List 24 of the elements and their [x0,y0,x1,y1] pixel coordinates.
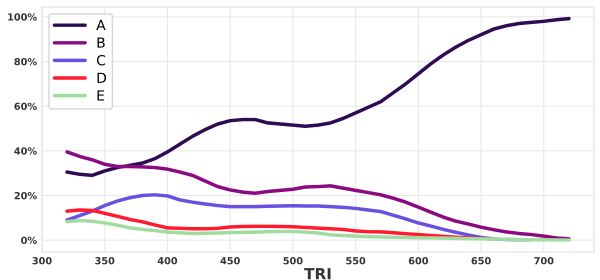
x-tick-label: 350 [95,257,114,264]
y-tick-label: 0% [21,236,37,244]
legend-label: E [98,90,104,100]
x-tick-label: 400 [158,257,178,264]
legend-label: B [98,38,105,48]
y-tick-label: 20% [14,192,37,200]
y-tick-label: 40% [14,147,37,155]
x-tick-label: 650 [472,257,491,264]
legend-label: D [98,72,106,83]
x-tick-label: 600 [408,257,428,264]
x-tick-label: 700 [534,257,554,264]
line-series [65,16,571,178]
y-tick-label: 60% [14,102,37,110]
legend-label: A [96,20,106,30]
line-series [65,218,571,242]
line-series [65,150,571,241]
x-tick-label: 550 [346,257,366,264]
x-tick-label: 500 [284,257,303,264]
y-tick-label: 100% [8,13,37,21]
x-tick-label: 450 [220,257,240,264]
x-tick-label: 300 [32,257,52,264]
y-tick-label: 80% [14,58,37,66]
legend-label: C [96,54,106,66]
x-axis-title: TRI [304,268,331,280]
